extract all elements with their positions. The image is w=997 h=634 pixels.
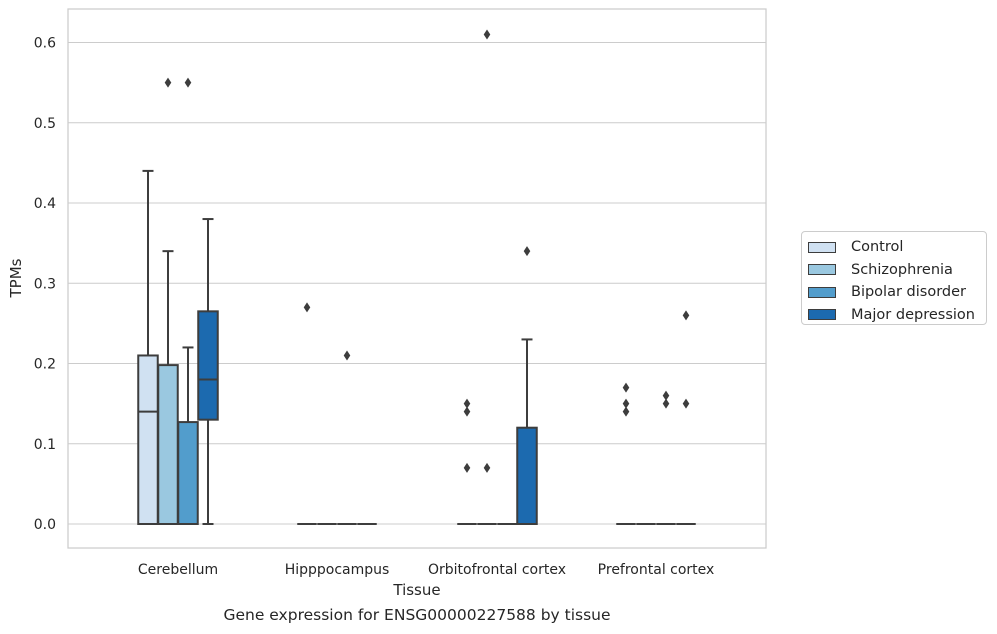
y-tick-labels: 0.0 0.1 0.2 0.3 0.4 0.5 0.6 bbox=[34, 36, 56, 534]
box-control bbox=[297, 302, 317, 525]
outlier-point bbox=[622, 406, 630, 417]
legend-swatch bbox=[808, 241, 836, 253]
legend-item: Control bbox=[808, 236, 986, 259]
outlier-point bbox=[662, 398, 670, 409]
legend-label: Control bbox=[851, 239, 904, 256]
y-tick-label: 0.3 bbox=[34, 276, 56, 292]
x-tick-labels: Cerebellum Hipppocampus Orbitofrontal cort… bbox=[138, 562, 714, 578]
box-control bbox=[616, 382, 636, 525]
outlier-point bbox=[463, 398, 471, 409]
outlier-point bbox=[662, 390, 670, 401]
outlier-point bbox=[343, 350, 351, 361]
outlier-point bbox=[483, 462, 491, 473]
box-control bbox=[137, 169, 159, 525]
box-bipolar-disorder bbox=[337, 350, 357, 525]
box-body bbox=[177, 421, 199, 525]
legend: Control Schizophrenia Bipolar disorder Majo… bbox=[801, 231, 987, 325]
legend-label: Bipolar disorder bbox=[851, 284, 966, 301]
legend-swatch bbox=[808, 309, 836, 321]
x-tick-label: Prefrontal cortex bbox=[598, 562, 715, 578]
box-body bbox=[516, 426, 538, 526]
box-body bbox=[157, 364, 179, 526]
box-body bbox=[197, 310, 219, 421]
outlier-point bbox=[463, 462, 471, 473]
y-tick-label: 0.1 bbox=[34, 437, 56, 453]
y-tick-label: 0.0 bbox=[34, 517, 56, 533]
outlier-point bbox=[682, 398, 690, 409]
legend-item: Bipolar disorder bbox=[808, 281, 986, 304]
outlier-point bbox=[184, 77, 192, 88]
y-tick-label: 0.6 bbox=[34, 36, 56, 52]
legend-swatch bbox=[808, 286, 836, 298]
legend-item: Schizophrenia bbox=[808, 259, 986, 282]
box-bipolar-disorder bbox=[656, 390, 676, 525]
outlier-point bbox=[682, 310, 690, 321]
y-tick-label: 0.4 bbox=[34, 196, 56, 212]
x-tick-label: Cerebellum bbox=[138, 562, 218, 578]
outlier-point bbox=[483, 29, 491, 40]
x-axis-label: Tissue bbox=[392, 581, 440, 599]
x-tick-label: Hipppocampus bbox=[285, 562, 390, 578]
box-major-depression bbox=[197, 218, 219, 525]
box-bipolar-disorder bbox=[177, 77, 199, 525]
box-body bbox=[137, 354, 159, 525]
outlier-point bbox=[303, 302, 311, 313]
box-series bbox=[137, 29, 696, 526]
outlier-point bbox=[463, 406, 471, 417]
legend-label: Major depression bbox=[851, 306, 975, 323]
legend-label: Schizophrenia bbox=[851, 261, 953, 278]
outlier-point bbox=[622, 382, 630, 393]
box-schizophrenia bbox=[477, 29, 497, 525]
y-tick-label: 0.2 bbox=[34, 357, 56, 373]
legend-swatch bbox=[808, 264, 836, 276]
box-control bbox=[457, 398, 477, 525]
chart-caption: Gene expression for ENSG00000227588 by t… bbox=[223, 606, 611, 624]
y-axis-label: TPMs bbox=[7, 258, 25, 298]
y-tick-label: 0.5 bbox=[34, 116, 56, 132]
box-major-depression bbox=[516, 246, 538, 526]
box-major-depression bbox=[676, 310, 696, 525]
x-tick-label: Orbitofrontal cortex bbox=[428, 562, 566, 578]
outlier-point bbox=[622, 398, 630, 409]
outlier-point bbox=[164, 77, 172, 88]
outlier-point bbox=[523, 246, 531, 257]
legend-item: Major depression bbox=[808, 304, 986, 327]
